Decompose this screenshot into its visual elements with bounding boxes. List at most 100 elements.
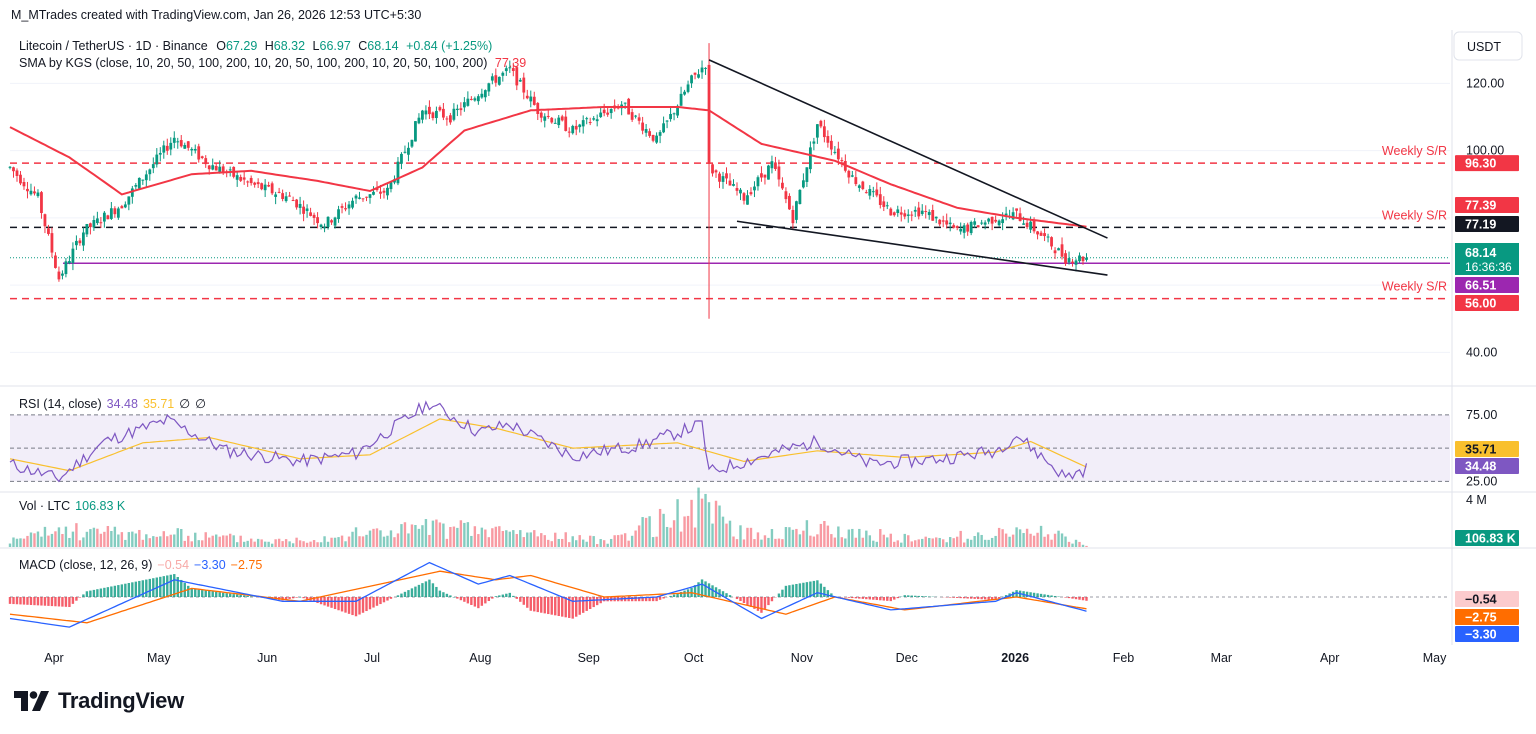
macd-histogram-bar	[347, 597, 351, 614]
macd-histogram-bar	[980, 597, 983, 600]
macd-histogram-bar	[305, 597, 309, 600]
macd-histogram-bar	[522, 597, 525, 605]
candle-body	[382, 190, 386, 193]
candle-body	[913, 209, 917, 212]
volume-bar	[1050, 539, 1053, 547]
macd-histogram-bar	[816, 580, 819, 597]
volume-bar	[410, 524, 414, 547]
macd-histogram-bar	[421, 583, 424, 597]
candle-body	[428, 106, 431, 115]
candle-body	[200, 156, 204, 158]
macd-histogram-bar	[550, 597, 553, 615]
macd-histogram-bar	[781, 589, 784, 597]
volume-bar	[900, 542, 903, 547]
macd-histogram-bar	[417, 584, 421, 597]
macd-histogram-bar	[333, 597, 337, 610]
candle-body	[344, 208, 347, 210]
macd-histogram-bar	[131, 582, 134, 597]
volume-bar	[103, 531, 106, 547]
candle-body	[64, 261, 68, 275]
macd-histogram-bar	[103, 587, 106, 597]
candle-body	[368, 194, 372, 198]
candle-body	[595, 119, 599, 122]
volume-bar	[616, 535, 620, 547]
volume-bar	[127, 532, 131, 547]
candle-body	[543, 116, 547, 121]
volume-bar	[428, 534, 431, 547]
macd-histogram-bar	[194, 589, 197, 597]
currency-button[interactable]: USDT	[1453, 31, 1523, 61]
macd-value: −3.30	[194, 558, 226, 572]
candle-body	[857, 185, 861, 188]
macd-histogram-bar	[536, 597, 539, 613]
candle-body	[8, 166, 12, 168]
macd-histogram-bar	[145, 579, 148, 597]
volume-bar	[942, 539, 945, 547]
volume-bar	[99, 533, 103, 547]
volume-bar	[756, 532, 760, 547]
volume-bar	[976, 532, 980, 547]
footer-brand[interactable]: TradingView	[14, 688, 184, 714]
macd-histogram-bar	[568, 597, 571, 618]
candle-body	[623, 102, 627, 104]
volume-bar	[456, 527, 459, 547]
volume-bar	[791, 529, 795, 547]
rsi-ma-badge-text: 35.71	[1465, 443, 1496, 457]
volume-bar	[697, 487, 700, 547]
volume-bar	[1025, 528, 1029, 547]
candle-body	[431, 112, 435, 119]
macd-histogram-bar	[809, 581, 812, 597]
candle-body	[924, 211, 928, 213]
volume-bar	[242, 541, 246, 547]
candle-body	[529, 96, 533, 102]
candle-body	[808, 147, 812, 170]
volume-bar	[641, 517, 644, 547]
low-label: L	[313, 39, 320, 53]
candle-body	[1043, 233, 1046, 237]
volume-bar	[795, 528, 798, 547]
candle-body	[969, 221, 973, 234]
macd-histogram-bar	[959, 597, 962, 599]
candle-body	[61, 273, 64, 276]
volume-bar	[43, 526, 47, 547]
volume-bar	[749, 527, 753, 547]
candle-body	[169, 142, 173, 150]
open-value: 67.29	[226, 39, 257, 53]
candle-body	[749, 192, 753, 195]
macd-histogram-bar	[120, 584, 124, 597]
volume-bar	[256, 538, 260, 547]
macd-histogram-bar	[966, 597, 969, 599]
candle-body	[714, 170, 718, 173]
sr-badge-96: 96.30	[1455, 155, 1519, 172]
volume-bar	[658, 508, 662, 547]
candle-body	[966, 224, 970, 232]
candle-body	[396, 161, 400, 184]
candle-body	[1011, 212, 1015, 220]
volume-bar	[823, 521, 826, 547]
macd-histogram-bar	[1067, 597, 1071, 599]
macd-histogram-bar	[742, 597, 746, 603]
volume-bar	[613, 535, 616, 547]
volume-bar	[354, 527, 358, 547]
volume-bar	[347, 536, 351, 547]
macd-histogram-bar	[354, 597, 358, 617]
candle-body	[358, 197, 361, 199]
volume-bar	[714, 500, 718, 547]
volume-bar	[274, 539, 277, 547]
candle-body	[1060, 244, 1064, 257]
candle-body	[683, 91, 686, 95]
candle-body	[788, 195, 791, 210]
macd-histogram-bar	[655, 597, 658, 602]
volume-bar	[491, 528, 494, 547]
candle-body	[829, 140, 833, 150]
volume-bar	[134, 533, 138, 547]
macd-histogram-bar	[431, 583, 435, 597]
candle-body	[718, 173, 721, 182]
candle-body	[917, 207, 921, 217]
candle-body	[822, 126, 826, 138]
rsi-ma-badge: 35.71	[1455, 441, 1519, 457]
volume-bar	[494, 526, 498, 547]
candle-body	[54, 255, 57, 268]
macd-histogram-bar	[215, 591, 218, 597]
